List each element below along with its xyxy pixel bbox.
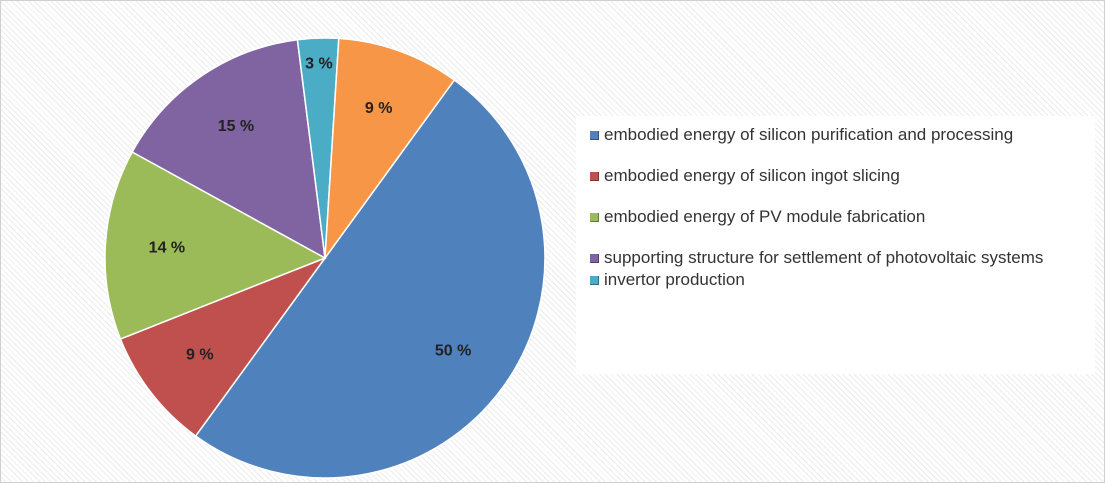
- legend-swatch: [590, 172, 599, 181]
- legend-swatch: [590, 276, 599, 285]
- legend-swatch: [590, 131, 599, 140]
- legend-item: embodied energy of PV module fabrication: [590, 206, 1083, 228]
- legend-label: embodied energy of silicon purification …: [604, 125, 1014, 144]
- legend: embodied energy of silicon purification …: [576, 116, 1095, 374]
- legend-item: invertor production: [590, 269, 1083, 291]
- pie-slice: [131, 38, 326, 260]
- pie-slice: [104, 150, 327, 340]
- pie-slice: [324, 37, 456, 261]
- data-label: 15 %: [218, 118, 254, 135]
- data-label: 9 %: [365, 100, 393, 117]
- legend-label: supporting structure for settlement of p…: [604, 248, 1044, 267]
- legend-swatch: [590, 254, 599, 263]
- legend-item: embodied energy of silicon ingot slicing: [590, 165, 1083, 187]
- pie-slice: [194, 78, 546, 479]
- legend-swatch: [590, 213, 599, 222]
- legend-item: supporting structure for settlement of p…: [590, 247, 1083, 269]
- data-label: 50 %: [435, 342, 471, 359]
- pie-slice: [119, 256, 328, 438]
- data-label: 3 %: [305, 56, 333, 73]
- data-label: 14 %: [149, 239, 185, 256]
- legend-label: embodied energy of silicon ingot slicing: [604, 166, 900, 185]
- legend-label: invertor production: [604, 270, 745, 289]
- legend-item: embodied energy of silicon purification …: [590, 124, 1083, 146]
- legend-label: embodied energy of PV module fabrication: [604, 207, 926, 226]
- data-label: 9 %: [186, 346, 214, 363]
